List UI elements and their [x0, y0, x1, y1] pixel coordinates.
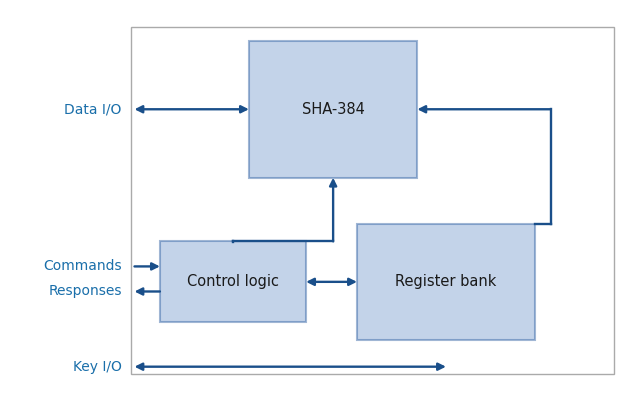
Text: SHA-384: SHA-384 — [301, 102, 365, 117]
Text: Data I/O: Data I/O — [64, 102, 122, 116]
Bar — [249, 41, 417, 178]
Text: Commands: Commands — [43, 259, 122, 273]
Bar — [131, 27, 614, 374]
Text: Responses: Responses — [48, 284, 122, 299]
Text: Control logic: Control logic — [187, 274, 279, 289]
Text: Register bank: Register bank — [395, 274, 497, 289]
Text: Key I/O: Key I/O — [73, 360, 122, 374]
Bar — [160, 242, 306, 322]
Bar — [357, 224, 535, 340]
